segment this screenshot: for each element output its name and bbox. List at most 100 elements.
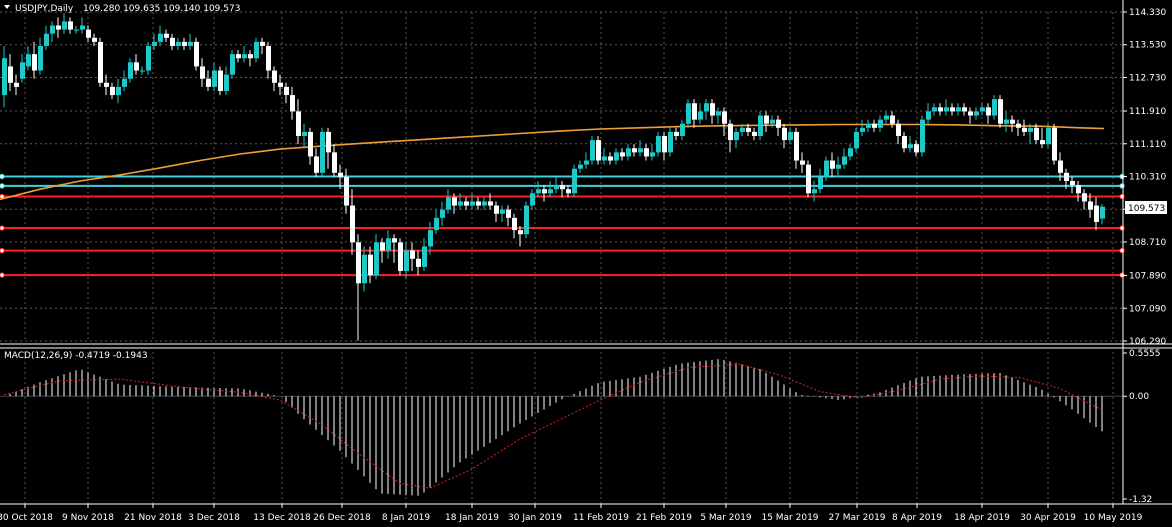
candle-bull (524, 205, 529, 235)
candle-bear (1022, 127, 1027, 132)
candle-bear (890, 115, 895, 124)
candle-bull (386, 238, 391, 251)
macd-panel (0, 359, 1123, 496)
candle-bull (548, 189, 553, 194)
candle-bear (284, 86, 289, 96)
macd-header: MACD(12,26,9) -0.4719 -0.1943 (4, 351, 148, 361)
candle-bull (650, 152, 655, 157)
candle-bull (176, 41, 181, 46)
candle-bear (110, 86, 115, 96)
candle-bull (536, 189, 541, 194)
chevron-down-icon[interactable] (4, 5, 10, 9)
candle-bull (920, 119, 925, 153)
date-tick-label: 21 Feb 2019 (636, 513, 692, 523)
candle-bull (770, 119, 775, 124)
date-tick-label: 30 Oct 2018 (0, 513, 53, 523)
candle-bull (818, 176, 823, 190)
candle-bear (710, 103, 715, 116)
candle-bear (914, 144, 919, 153)
main-header-ohlc: 109.280 109.635 109.140 109.573 (83, 4, 240, 14)
resistance-handle (0, 173, 5, 180)
candle-bear (518, 230, 523, 235)
candle-bear (248, 54, 253, 59)
price-tick-label: 114.330 (1129, 8, 1166, 18)
candle-bear (368, 254, 373, 276)
candle-bull (20, 62, 25, 79)
price-tick-label: 106.290 (1129, 337, 1166, 347)
candle-bear (542, 189, 547, 194)
price-axis: 114.330 113.530 112.730 111.910 111.110 110.3… (1123, 8, 1166, 347)
candle-bear (896, 123, 901, 136)
candle-bear (326, 131, 331, 153)
resistance-handle (1119, 183, 1125, 189)
candle-bull (254, 41, 259, 59)
candle-bear (1064, 172, 1069, 182)
candle-bear (416, 258, 421, 267)
date-tick-label: 5 Mar 2019 (700, 513, 752, 523)
candle-bear (806, 164, 811, 194)
candle-bear (596, 140, 601, 161)
candle-bull (212, 70, 217, 87)
candle-bear (56, 25, 61, 30)
candle-bear (92, 37, 97, 42)
candle-bear (164, 33, 169, 38)
candle-bull (980, 107, 985, 112)
candle-bear (260, 41, 265, 46)
candle-bull (554, 185, 559, 190)
candle-bear (620, 152, 625, 157)
candle-bear (782, 127, 787, 141)
candle-bear (332, 152, 337, 173)
candle-bull (956, 107, 961, 112)
date-tick-label: 18 Apr 2019 (954, 513, 1010, 523)
candle-bear (872, 123, 877, 128)
candle-bull (1100, 206, 1105, 219)
candle-bear (290, 95, 295, 112)
candle-bear (278, 82, 283, 87)
candle-bear (560, 185, 565, 190)
candle-bull (824, 160, 829, 177)
candle-bear (356, 242, 361, 284)
candle-bull (44, 33, 49, 46)
candle-bear (494, 205, 499, 214)
candle-bull (230, 54, 235, 75)
candle-bear (1016, 123, 1021, 128)
date-tick-label: 3 Dec 2018 (188, 513, 240, 523)
candle-bear (968, 111, 973, 116)
candle-bull (878, 119, 883, 128)
candle-bear (794, 131, 799, 161)
support-handle (0, 247, 5, 254)
support-handle (1119, 247, 1125, 254)
macd-tick-label: -1.32 (1129, 495, 1152, 505)
candle-bull (1028, 127, 1033, 132)
candle-bear (464, 201, 469, 206)
candle-bull (38, 45, 43, 71)
price-tick-label: 108.710 (1129, 238, 1166, 248)
candle-bull (374, 242, 379, 276)
candle-bear (692, 103, 697, 120)
price-tick-label: 111.910 (1129, 107, 1166, 117)
candle-bear (308, 131, 313, 157)
date-tick-label: 8 Jan 2019 (382, 513, 430, 523)
candle-bull (362, 254, 367, 284)
candle-bear (104, 82, 109, 87)
candle-bear (380, 242, 385, 251)
candle-bull (680, 123, 685, 136)
macd-tick-label: 0.5555 (1129, 349, 1161, 359)
candle-bull (146, 45, 151, 71)
candle-bear (722, 111, 727, 124)
candle-bull (572, 168, 577, 194)
candle-bear (950, 107, 955, 112)
candle-bull (482, 201, 487, 206)
candle-bear (170, 37, 175, 46)
candlestick-series (2, 13, 1105, 341)
candle-bear (200, 66, 205, 79)
moving-average (0, 123, 1105, 201)
support-handle (0, 272, 5, 278)
candle-bear (218, 70, 223, 91)
candle-bear (98, 41, 103, 83)
candle-bull (854, 131, 859, 149)
candle-bear (986, 107, 991, 116)
candle-bear (644, 148, 649, 157)
